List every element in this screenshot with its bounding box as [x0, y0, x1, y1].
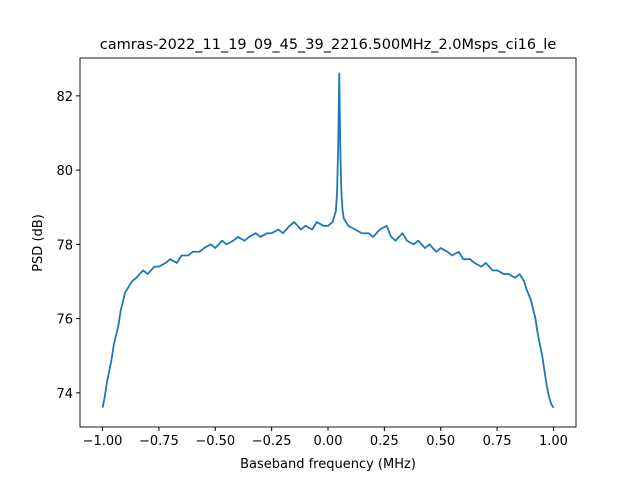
x-tick-label: 0.25 — [370, 434, 399, 449]
data-line — [101, 72, 555, 409]
x-axis-label: Baseband frequency (MHz) — [240, 457, 416, 472]
y-tick-label: 76 — [56, 313, 73, 328]
x-tick-label: −1.00 — [83, 434, 123, 449]
x-tick-label: 1.00 — [539, 434, 568, 449]
x-tick-label: 0.75 — [483, 434, 512, 449]
x-tick-label: −0.75 — [139, 434, 179, 449]
x-tick-label: −0.25 — [252, 434, 292, 449]
y-tick-label: 80 — [56, 164, 73, 179]
chart-title: camras-2022_11_19_09_45_39_2216.500MHz_2… — [100, 37, 557, 53]
plot-frame — [79, 57, 577, 428]
y-tick-label: 78 — [56, 238, 73, 253]
y-axis-label: PSD (dB) — [31, 214, 46, 272]
x-tick-label: −0.50 — [195, 434, 235, 449]
y-tick-label: 82 — [56, 90, 73, 105]
x-tick-label: 0.50 — [426, 434, 455, 449]
y-tick-label: 74 — [56, 387, 73, 402]
x-tick-label: 0.00 — [314, 434, 343, 449]
